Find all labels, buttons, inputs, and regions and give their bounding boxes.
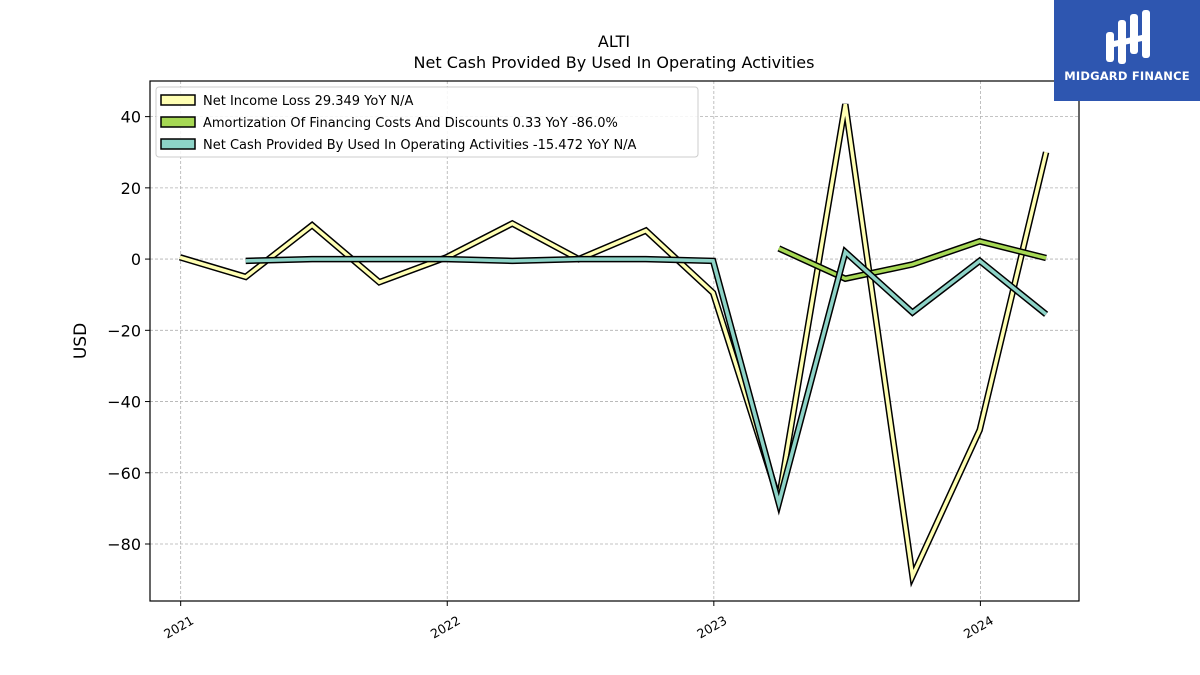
series-line-outline [178, 103, 1050, 588]
grid [150, 81, 1079, 601]
midgard-finance-logo: MIDGARD FINANCE [1054, 0, 1200, 101]
series-lines [178, 103, 1050, 588]
legend-label: Net Cash Provided By Used In Operating A… [203, 138, 637, 153]
y-tick-label: 40 [121, 108, 141, 127]
series-3 [245, 246, 1049, 516]
legend-swatch [160, 116, 196, 128]
series-1 [178, 103, 1050, 588]
y-tick-label: −20 [107, 321, 141, 340]
series-line [179, 103, 1048, 583]
x-tick-label: 2023 [694, 613, 729, 642]
legend: Net Income Loss 29.349 YoY N/A Amortizati… [155, 86, 699, 158]
series-line-outline [245, 246, 1049, 516]
y-tick-label: −60 [107, 464, 141, 483]
series-2 [777, 237, 1047, 283]
x-axis: 2021 2022 2023 2024 [161, 601, 996, 642]
y-tick-label: 0 [131, 250, 141, 269]
legend-label: Amortization Of Financing Costs And Disc… [203, 116, 618, 131]
legend-swatch [160, 138, 196, 150]
plot-frame [149, 80, 1080, 602]
y-axis: 40 20 0 −20 −40 −60 −80 [107, 108, 150, 554]
series-line [245, 248, 1048, 510]
chart-subtitle: Net Cash Provided By Used In Operating A… [414, 53, 815, 72]
y-tick-label: −80 [107, 535, 141, 554]
logo-text: MIDGARD FINANCE [1064, 69, 1190, 83]
y-tick-label: −40 [107, 393, 141, 412]
legend-label: Net Income Loss 29.349 YoY N/A [203, 94, 414, 109]
x-tick-label: 2024 [961, 613, 996, 642]
y-tick-label: 20 [121, 179, 141, 198]
legend-box [155, 86, 699, 158]
chart-title: ALTI [598, 32, 630, 51]
x-tick-label: 2022 [428, 613, 463, 642]
legend-swatch [160, 94, 196, 106]
y-axis-label: USD [71, 323, 91, 359]
x-tick-label: 2021 [161, 613, 196, 642]
logo-mark-icon [1106, 10, 1150, 64]
